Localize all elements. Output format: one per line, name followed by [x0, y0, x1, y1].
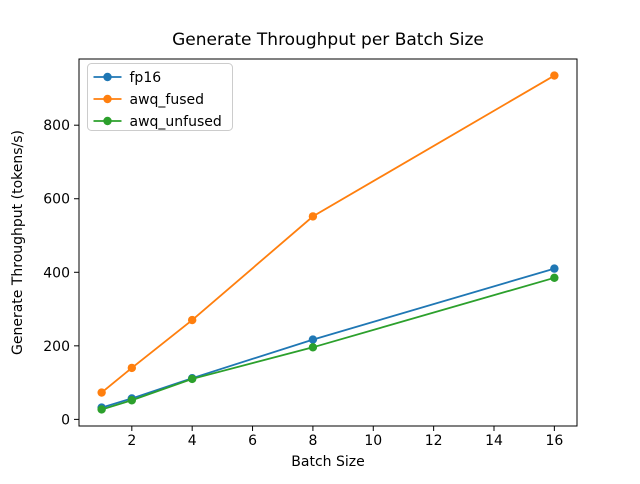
- axes-spines: [78, 58, 578, 427]
- legend-marker-awq_fused: [103, 94, 112, 104]
- x-tick-label: 8: [308, 433, 317, 449]
- data-point-fp16-8: [308, 335, 318, 344]
- legend-label-awq_unfused: awq_unfused: [130, 114, 222, 130]
- series-line-awq_unfused: [100, 276, 556, 411]
- x-tick-label: 10: [364, 433, 382, 449]
- x-tick-label: 16: [545, 433, 563, 449]
- y-axis-label: Generate Throughput (tokens/s): [10, 130, 26, 355]
- data-point-awq_unfused-8: [308, 343, 318, 352]
- x-axis-label: Batch Size: [291, 454, 364, 470]
- data-point-awq_unfused-1: [97, 405, 106, 414]
- y-tick-label: 600: [43, 192, 70, 208]
- x-tick-label: 4: [188, 433, 197, 449]
- data-point-awq_fused-2: [127, 363, 137, 373]
- data-point-awq_fused-4: [187, 315, 197, 325]
- x-tick-label: 6: [248, 433, 257, 449]
- x-tick-label: 12: [425, 433, 443, 449]
- legend-marker-awq_unfused: [103, 116, 112, 126]
- x-tick-label: 14: [485, 433, 503, 449]
- data-point-fp16-16: [550, 264, 559, 273]
- y-tick-label: 0: [61, 412, 70, 428]
- legend-marker-fp16: [103, 72, 112, 82]
- y-tick-label: 200: [43, 339, 70, 355]
- legend-label-fp16: fp16: [130, 70, 162, 86]
- data-point-awq_unfused-4: [187, 374, 197, 384]
- legend: [87, 63, 233, 131]
- chart-title: Generate Throughput per Batch Size: [172, 30, 484, 50]
- plot-area: 2 4 6 8 10 12 14 16 0 200 400 600 800 fp16 awq_fusedaw…: [43, 58, 578, 449]
- data-point-awq_fused-16: [550, 71, 559, 80]
- data-point-awq_fused-8: [308, 212, 318, 221]
- y-tick-label: 800: [43, 118, 70, 134]
- x-tick-label: 2: [127, 433, 136, 449]
- data-point-awq_unfused-16: [550, 273, 559, 283]
- data-point-awq_fused-1: [97, 388, 106, 397]
- data-point-awq_unfused-2: [127, 396, 137, 405]
- y-tick-label: 400: [43, 265, 70, 281]
- legend-label-awq_fused: awq_fused: [130, 92, 205, 108]
